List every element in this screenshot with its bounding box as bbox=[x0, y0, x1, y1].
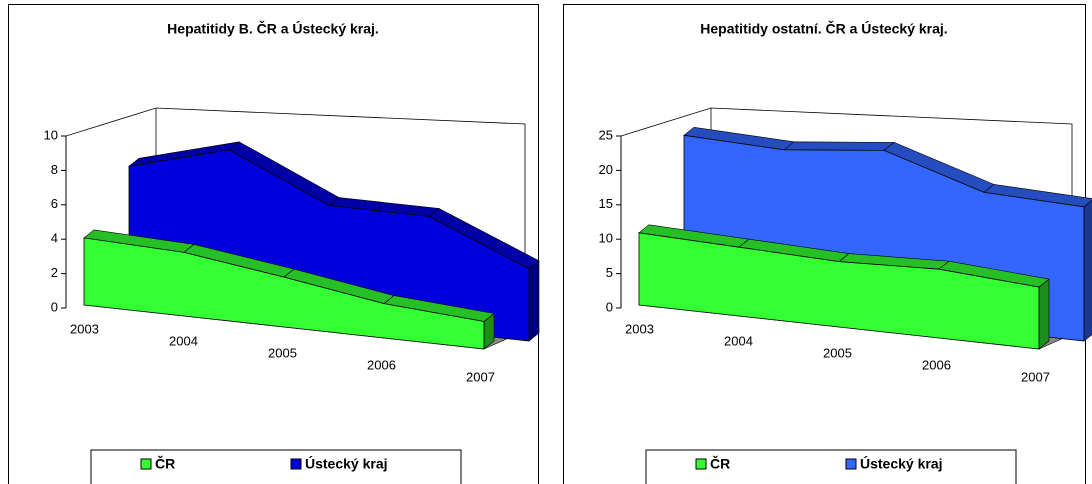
legend-label: Ústecký kraj bbox=[860, 455, 943, 472]
legend-label: ČR bbox=[155, 455, 175, 472]
legend-swatch bbox=[290, 458, 302, 470]
area-side bbox=[1038, 278, 1050, 350]
legend-swatch bbox=[845, 458, 857, 470]
x-tick-label: 2005 bbox=[823, 345, 852, 360]
legend-box bbox=[90, 449, 462, 484]
x-tick-label: 2005 bbox=[268, 345, 297, 360]
legend-label: ČR bbox=[710, 455, 730, 472]
legend-swatch bbox=[140, 458, 152, 470]
y-tick-label: 10 bbox=[599, 231, 613, 246]
y-tick-label: 0 bbox=[51, 299, 58, 314]
x-tick-label: 2006 bbox=[922, 357, 951, 372]
y-tick-label: 10 bbox=[44, 127, 58, 142]
x-tick-label: 2004 bbox=[724, 333, 753, 348]
legend-box bbox=[645, 449, 1017, 484]
x-tick-label: 2007 bbox=[1021, 369, 1050, 384]
y-tick-label: 8 bbox=[51, 162, 58, 177]
y-tick-label: 20 bbox=[599, 162, 613, 177]
x-tick-label: 2006 bbox=[367, 357, 396, 372]
x-tick-label: 2003 bbox=[70, 321, 99, 336]
area bbox=[83, 237, 485, 350]
area-side bbox=[1083, 200, 1092, 342]
y-tick-label: 15 bbox=[599, 196, 613, 211]
y-tick-label: 0 bbox=[606, 299, 613, 314]
area-side bbox=[528, 260, 540, 342]
y-tick-label: 4 bbox=[51, 231, 58, 246]
x-tick-label: 2004 bbox=[169, 333, 198, 348]
y-tick-label: 2 bbox=[51, 265, 58, 280]
x-tick-label: 2003 bbox=[625, 321, 654, 336]
area-top bbox=[783, 141, 895, 151]
y-tick-label: 6 bbox=[51, 196, 58, 211]
legend-swatch bbox=[695, 458, 707, 470]
chart-title: Hepatitidy ostatní. ČR a Ústecký kraj. bbox=[700, 20, 947, 37]
chart: Hepatitidy B. ČR a Ústecký kraj. 0 2 4 6 8 10 2… bbox=[8, 4, 540, 484]
chart-title: Hepatitidy B. ČR a Ústecký kraj. bbox=[167, 20, 379, 37]
chart: Hepatitidy ostatní. ČR a Ústecký kraj. 0 5… bbox=[563, 4, 1092, 484]
y-tick-label: 5 bbox=[606, 265, 613, 280]
legend-label: Ústecký kraj bbox=[305, 455, 388, 472]
area bbox=[638, 232, 1040, 350]
y-tick-label: 25 bbox=[599, 127, 613, 142]
x-tick-label: 2007 bbox=[466, 369, 495, 384]
